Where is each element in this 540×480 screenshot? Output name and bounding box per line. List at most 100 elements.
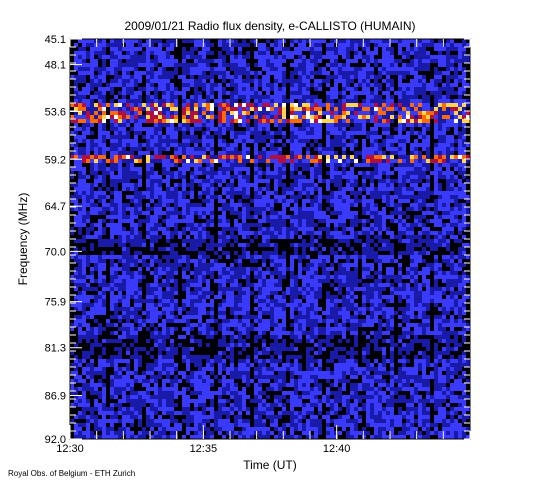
- heatmap-cell: [214, 151, 218, 155]
- heatmap-cell: [306, 187, 310, 191]
- heatmap-cell: [150, 139, 154, 143]
- heatmap-cell: [278, 67, 282, 71]
- heatmap-cell: [442, 55, 446, 59]
- heatmap-cell: [294, 303, 298, 307]
- heatmap-cell: [130, 223, 134, 227]
- heatmap-cell: [86, 347, 90, 351]
- heatmap-cell: [378, 131, 382, 135]
- heatmap-cell: [214, 59, 218, 63]
- heatmap-cell: [246, 67, 250, 71]
- heatmap-cell: [206, 275, 210, 279]
- heatmap-cell: [406, 199, 410, 203]
- heatmap-cell: [286, 239, 290, 243]
- heatmap-cell: [410, 39, 414, 43]
- heatmap-cell: [70, 51, 74, 55]
- heatmap-cell: [210, 103, 214, 107]
- heatmap-cell: [434, 267, 438, 271]
- heatmap-cell: [378, 59, 382, 63]
- heatmap-cell: [422, 287, 426, 291]
- heatmap-cell: [402, 203, 406, 207]
- heatmap-cell: [170, 87, 174, 91]
- heatmap-cell: [190, 95, 194, 99]
- heatmap-cell: [342, 215, 346, 219]
- heatmap-cell: [374, 51, 378, 55]
- heatmap-cell: [262, 187, 266, 191]
- heatmap-cell: [382, 91, 386, 95]
- heatmap-cell: [430, 123, 434, 127]
- heatmap-cell: [374, 263, 378, 267]
- heatmap-cell: [302, 339, 306, 343]
- heatmap-cell: [306, 179, 310, 183]
- heatmap-cell: [278, 47, 282, 51]
- heatmap-cell: [286, 123, 290, 127]
- heatmap-cell: [414, 207, 418, 211]
- heatmap-cell: [214, 291, 218, 295]
- heatmap-cell: [426, 183, 430, 187]
- heatmap-cell: [250, 187, 254, 191]
- heatmap-cell: [150, 47, 154, 51]
- heatmap-cell: [386, 287, 390, 291]
- heatmap-cell: [114, 95, 118, 99]
- heatmap-cell: [126, 343, 130, 347]
- heatmap-cell: [270, 195, 274, 199]
- heatmap-cell: [462, 187, 466, 191]
- heatmap-cell: [278, 327, 282, 331]
- heatmap-cell: [258, 59, 262, 63]
- heatmap-cell: [186, 151, 190, 155]
- heatmap-cell: [286, 263, 290, 267]
- heatmap-cell: [346, 315, 350, 319]
- heatmap-cell: [238, 247, 242, 251]
- heatmap-cell: [94, 131, 98, 135]
- heatmap-cell: [458, 87, 462, 91]
- heatmap-cell: [186, 163, 190, 167]
- heatmap-cell: [250, 307, 254, 311]
- heatmap-cell: [350, 55, 354, 59]
- heatmap-cell: [462, 79, 466, 83]
- heatmap-cell: [162, 251, 166, 255]
- heatmap-cell: [142, 47, 146, 51]
- heatmap-cell: [458, 39, 462, 43]
- heatmap-cell: [214, 167, 218, 171]
- heatmap-cell: [130, 139, 134, 143]
- heatmap-cell: [198, 187, 202, 191]
- heatmap-cell: [466, 263, 470, 267]
- heatmap-cell: [334, 231, 338, 235]
- heatmap-cell: [258, 239, 262, 243]
- heatmap-cell: [254, 331, 258, 335]
- heatmap-cell: [286, 307, 290, 311]
- heatmap-cell: [290, 255, 294, 259]
- heatmap-cell: [130, 131, 134, 135]
- heatmap-cell: [174, 331, 178, 335]
- heatmap-cell: [90, 275, 94, 279]
- heatmap-cell: [218, 47, 222, 51]
- heatmap-cell: [138, 255, 142, 259]
- heatmap-cell: [450, 159, 454, 163]
- heatmap-cell: [282, 167, 286, 171]
- heatmap-cell: [462, 219, 466, 223]
- heatmap-cell: [450, 167, 454, 171]
- heatmap-cell: [366, 159, 370, 163]
- heatmap-cell: [142, 187, 146, 191]
- heatmap-cell: [362, 335, 366, 339]
- heatmap-cell: [86, 79, 90, 83]
- heatmap-cell: [346, 199, 350, 203]
- heatmap-cell: [154, 199, 158, 203]
- heatmap-cell: [286, 303, 290, 307]
- heatmap-cell: [98, 287, 102, 291]
- heatmap-cell: [342, 51, 346, 55]
- heatmap-cell: [142, 71, 146, 75]
- heatmap-cell: [106, 127, 110, 131]
- heatmap-cell: [222, 255, 226, 259]
- heatmap-cell: [406, 147, 410, 151]
- heatmap-cell: [214, 119, 218, 123]
- heatmap-cell: [122, 55, 126, 59]
- heatmap-cell: [330, 123, 334, 127]
- heatmap-cell: [442, 339, 446, 343]
- heatmap-cell: [418, 283, 422, 287]
- heatmap-cell: [158, 155, 162, 159]
- heatmap-cell: [234, 59, 238, 63]
- heatmap-cell: [410, 87, 414, 91]
- heatmap-cell: [422, 119, 426, 123]
- heatmap-cell: [442, 199, 446, 203]
- heatmap-cell: [314, 227, 318, 231]
